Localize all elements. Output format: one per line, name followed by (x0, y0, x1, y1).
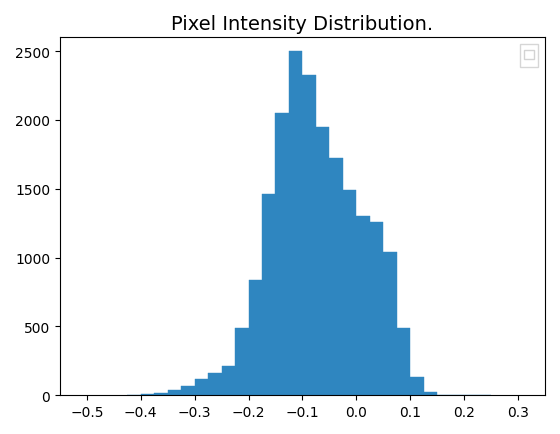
Bar (222, 366, 235, 395)
Bar (410, 378, 424, 395)
Bar (424, 392, 437, 395)
Bar (343, 191, 356, 395)
Bar (154, 393, 167, 395)
Bar (383, 253, 396, 395)
Bar (195, 380, 208, 395)
Bar (167, 390, 181, 395)
Bar (302, 76, 316, 395)
Bar (249, 280, 262, 395)
Bar (276, 114, 289, 395)
Legend:  (520, 45, 538, 67)
Bar (141, 394, 154, 395)
Bar (289, 52, 302, 395)
Bar (356, 217, 370, 395)
Bar (235, 328, 249, 395)
Bar (329, 159, 343, 395)
Bar (370, 222, 383, 395)
Bar (262, 195, 276, 395)
Bar (396, 328, 410, 395)
Bar (181, 386, 195, 395)
Bar (208, 373, 222, 395)
Title: Pixel Intensity Distribution.: Pixel Intensity Distribution. (171, 15, 433, 34)
Bar (316, 128, 329, 395)
